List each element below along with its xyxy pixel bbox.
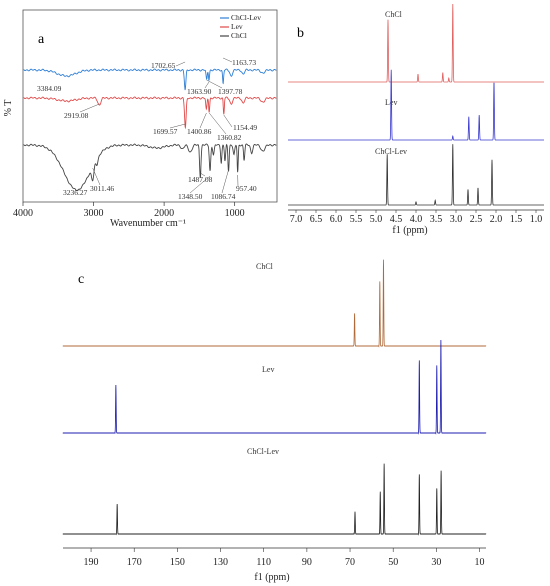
panel-b-x-tick-label: 2.5 bbox=[470, 214, 483, 225]
peak-label: 1702.65 bbox=[151, 61, 176, 70]
panel-b-x-tick-label: 2.0 bbox=[490, 214, 503, 225]
panel-a-frame bbox=[22, 9, 278, 203]
panel-c-x-tick-label: 90 bbox=[302, 557, 312, 568]
panel-a-letter: a bbox=[38, 32, 45, 47]
panel-b-x-tick-label: 1.5 bbox=[510, 214, 523, 225]
panel-a-x-tick-label: 1000 bbox=[225, 208, 245, 219]
peak-label: 1487.08 bbox=[188, 175, 213, 184]
panel-b-x-tick-label: 4.0 bbox=[410, 214, 423, 225]
panel-c-trace-label-lev: Lev bbox=[262, 365, 274, 374]
panel-c-x-tick-label: 110 bbox=[256, 557, 271, 568]
panel-a-series-line-chcl bbox=[23, 143, 277, 192]
panel-c-xlabel: f1 (ppm) bbox=[254, 572, 289, 583]
panel-c-x-tick-label: 130 bbox=[213, 557, 228, 568]
peak-leader-line bbox=[92, 167, 101, 186]
panel-c-series-line-chcl-lev bbox=[62, 463, 487, 536]
panel-b-letter: b bbox=[297, 26, 304, 41]
panel-c-x-tick-label: 150 bbox=[170, 557, 185, 568]
peak-label: 3236.27 bbox=[63, 188, 88, 197]
panel-c-series-line-lev bbox=[62, 339, 487, 435]
panel-c-x-tick-label: 10 bbox=[475, 557, 485, 568]
panel-a-series-line-chcl-lev bbox=[23, 68, 277, 91]
panel-a-xlabel: Wavenumber cm⁻¹ bbox=[110, 218, 186, 229]
peak-leader-line bbox=[189, 175, 211, 194]
panel-b-xlabel: f1 (ppm) bbox=[392, 225, 427, 236]
panel-b-x-tick-label: 5.0 bbox=[370, 214, 383, 225]
peak-label: 1348.50 bbox=[178, 192, 203, 201]
peak-leader-line bbox=[169, 123, 186, 129]
panel-a-ylabel: % T bbox=[3, 100, 14, 117]
panel-b-x-tick-label: 6.0 bbox=[330, 214, 343, 225]
peak-label: 1086.74 bbox=[211, 192, 236, 201]
panel-a-x-tick-label: 4000 bbox=[13, 208, 33, 219]
panel-b-x-tick-label: 3.0 bbox=[450, 214, 463, 225]
panel-a-x-tick-label: 2000 bbox=[154, 208, 174, 219]
peak-label: 1699.57 bbox=[153, 127, 178, 136]
peak-leader-line bbox=[223, 114, 233, 128]
panel-b-x-tick-label: 4.5 bbox=[390, 214, 403, 225]
peak-label: 1400.86 bbox=[187, 127, 212, 136]
peak-label: 1363.90 bbox=[187, 87, 212, 96]
peak-leader-line bbox=[221, 169, 229, 194]
legend-label-chcl-lev: ChCl-Lev bbox=[231, 13, 261, 22]
panel-a-x-tick-label: 3000 bbox=[84, 208, 104, 219]
panel-a-series-line-lev bbox=[23, 96, 277, 130]
panel-c-x-tick-label: 50 bbox=[388, 557, 398, 568]
panel-b-trace-label-chcl-lev: ChCl-Lev bbox=[375, 147, 407, 156]
peak-label: 2919.08 bbox=[64, 111, 89, 120]
peak-leader-line bbox=[199, 112, 207, 129]
peak-label: 1163.73 bbox=[232, 58, 256, 67]
panel-c-x-tick-label: 30 bbox=[431, 557, 441, 568]
peak-leader-line bbox=[79, 103, 100, 113]
panel-b-x-tick-label: 6.5 bbox=[310, 214, 323, 225]
peak-leader-line bbox=[209, 112, 227, 135]
panel-c-x-tick-label: 70 bbox=[345, 557, 355, 568]
peak-leader-line bbox=[222, 57, 233, 63]
panel-c-trace-label-chcl: ChCl bbox=[256, 262, 274, 271]
panel-c-x-tick-label: 170 bbox=[127, 557, 142, 568]
panel-c-series-line-chcl bbox=[62, 259, 487, 348]
panel-b-trace-label-chcl: ChCl bbox=[385, 10, 403, 19]
panel-b-series-line-chcl bbox=[288, 3, 544, 83]
peak-leader-line bbox=[200, 172, 206, 177]
panel-b-x-tick-label: 5.5 bbox=[350, 214, 363, 225]
panel-b-x-tick-label: 7.0 bbox=[290, 214, 303, 225]
panel-b-series-line-chcl-lev bbox=[288, 144, 544, 206]
panel-c-trace-label-chcl-lev: ChCl-Lev bbox=[247, 447, 279, 456]
legend-label-lev: Lev bbox=[231, 22, 243, 31]
peak-label: 957.40 bbox=[236, 184, 257, 193]
peak-label: 1360.82 bbox=[217, 133, 242, 142]
panel-b-series-line-lev bbox=[288, 69, 544, 141]
panel-c-x-tick-label: 190 bbox=[84, 557, 99, 568]
peak-label: 3011.46 bbox=[90, 184, 114, 193]
peak-label: 1397.78 bbox=[218, 87, 243, 96]
peak-leader-line bbox=[175, 61, 186, 67]
panel-c-letter: c bbox=[78, 272, 84, 287]
legend-label-chcl: ChCl bbox=[231, 31, 247, 40]
peak-leader-line bbox=[206, 79, 223, 89]
peak-leader-line bbox=[204, 81, 210, 89]
panel-b-x-tick-label: 3.5 bbox=[430, 214, 443, 225]
panel-b-x-tick-label: 1.0 bbox=[530, 214, 543, 225]
peak-label: 3384.09 bbox=[37, 84, 62, 93]
peak-label: 1154.49 bbox=[233, 123, 257, 132]
